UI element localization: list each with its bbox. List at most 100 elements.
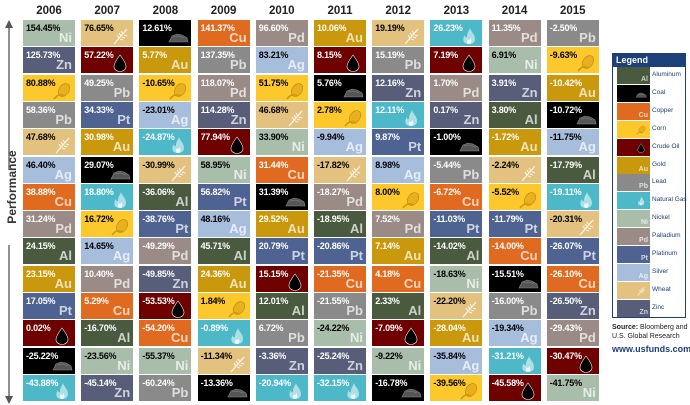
return-value: 31.44% bbox=[258, 159, 289, 170]
cell-copper: -26.10% Cu bbox=[546, 265, 599, 292]
element-symbol: Pd bbox=[346, 193, 363, 209]
cell-wheat: -20.31% bbox=[546, 211, 599, 238]
cell-nickel: -41.75% Ni bbox=[546, 374, 599, 401]
element-symbol: Ag bbox=[520, 330, 538, 346]
return-value: 8.98% bbox=[375, 159, 400, 170]
return-value: 1.84% bbox=[200, 296, 226, 306]
return-value: 30.98% bbox=[84, 132, 114, 143]
cell-nickel: -18.63% Ni bbox=[430, 265, 483, 292]
legend-swatch bbox=[617, 138, 650, 156]
return-value: -53.53% bbox=[142, 296, 175, 306]
element-symbol: Zn bbox=[463, 111, 480, 127]
element-symbol: Au bbox=[171, 57, 189, 73]
element-symbol: Al bbox=[524, 111, 538, 127]
cell-crude-oil: 7.19% bbox=[430, 47, 483, 74]
cell-platinum: -11.03% Pt bbox=[430, 211, 483, 238]
element-symbol: Au bbox=[345, 30, 363, 45]
element-symbol: Ag bbox=[54, 166, 72, 182]
legend-swatch: Pt bbox=[617, 246, 650, 263]
flame-icon bbox=[521, 355, 534, 372]
return-value: 141.37% bbox=[200, 23, 235, 33]
cell-silver: 14.65% Ag bbox=[81, 238, 134, 265]
cell-aluminum: -18.95% Al bbox=[314, 211, 366, 238]
cell-palladium: 7.52% Pd bbox=[372, 211, 425, 238]
element-symbol: Pd bbox=[404, 221, 422, 237]
return-value: 12.16% bbox=[375, 77, 405, 88]
cell-zinc: 114.28% Zn bbox=[197, 101, 250, 128]
element-symbol: Pb bbox=[346, 303, 363, 318]
oil-drop-icon bbox=[521, 382, 534, 400]
cell-natural-gas: -43.88% bbox=[23, 374, 75, 401]
flame-icon bbox=[463, 28, 476, 44]
cell-coal: 12.61% bbox=[139, 20, 192, 46]
return-value: 26.23% bbox=[433, 23, 463, 33]
website-link[interactable]: www.usfunds.com bbox=[612, 344, 690, 354]
corn-icon bbox=[344, 110, 362, 127]
cell-gold: -28.04% Au bbox=[430, 320, 483, 347]
legend-swatch bbox=[617, 192, 650, 210]
wheat-icon bbox=[637, 286, 646, 296]
return-value: -14.02% bbox=[433, 241, 466, 252]
return-value: 12.11% bbox=[375, 104, 405, 115]
legend-label: Zinc bbox=[652, 303, 665, 311]
return-value: -17.79% bbox=[549, 159, 582, 170]
year-header: 2011 bbox=[327, 5, 353, 17]
wheat-icon bbox=[171, 165, 186, 181]
return-value: 48.16% bbox=[200, 214, 231, 225]
corn-icon bbox=[460, 383, 478, 400]
legend-swatch bbox=[617, 84, 650, 102]
legend-item-wheat: Wheat bbox=[617, 281, 683, 299]
legend-swatch: Cu bbox=[617, 102, 650, 120]
legend-swatch bbox=[617, 281, 650, 299]
element-symbol: Pb bbox=[229, 57, 247, 73]
element-symbol: Pb bbox=[639, 183, 648, 191]
element-symbol: Au bbox=[54, 275, 72, 291]
cell-corn: -5.52% bbox=[488, 183, 541, 210]
return-value: 3.91% bbox=[491, 77, 517, 88]
legend-item-lead: Pb Lead bbox=[617, 174, 683, 192]
element-symbol: Pd bbox=[639, 237, 648, 245]
cell-wheat: -17.82% bbox=[314, 156, 366, 183]
element-symbol: Zn bbox=[172, 275, 189, 291]
year-header: 2009 bbox=[210, 5, 237, 17]
coal-icon bbox=[401, 388, 422, 398]
element-symbol: Zn bbox=[347, 357, 363, 373]
cell-platinum: 56.82% Pt bbox=[197, 183, 250, 210]
return-value: 17.05% bbox=[26, 296, 56, 306]
element-symbol: Ni bbox=[233, 166, 247, 182]
return-value: -2.50% bbox=[549, 23, 578, 33]
element-symbol: Ni bbox=[59, 30, 72, 45]
source-note: Source: Bloomberg and U.S. Global Resear… bbox=[612, 323, 690, 341]
return-value: 24.15% bbox=[26, 241, 56, 252]
element-symbol: Pd bbox=[288, 30, 305, 45]
cell-aluminum: -16.70% Al bbox=[81, 320, 134, 347]
return-value: -25.24% bbox=[317, 350, 350, 361]
cell-gold: 5.77% Au bbox=[139, 47, 192, 74]
coal-icon bbox=[459, 142, 480, 152]
return-value: 12.01% bbox=[258, 296, 289, 306]
cell-copper: 141.37% Cu bbox=[197, 20, 250, 46]
return-value: -11.75% bbox=[549, 132, 582, 143]
oil-drop-icon bbox=[172, 300, 185, 318]
performance-arrow-icon bbox=[5, 20, 13, 404]
return-value: -11.79% bbox=[491, 214, 524, 225]
legend-swatch: Pd bbox=[617, 228, 650, 246]
return-value: 5.77% bbox=[142, 50, 167, 61]
year-header: 2013 bbox=[443, 5, 470, 17]
year-header: 2010 bbox=[269, 5, 295, 17]
return-value: -18.63% bbox=[433, 268, 466, 279]
return-value: 7.19% bbox=[433, 50, 458, 61]
return-value: 4.18% bbox=[375, 268, 400, 279]
cell-wheat: 76.65% bbox=[81, 20, 134, 46]
year-header: 2006 bbox=[36, 5, 62, 17]
return-value: 2.33% bbox=[375, 296, 400, 306]
coal-icon bbox=[52, 361, 73, 370]
return-value: -26.50% bbox=[549, 296, 582, 306]
cell-coal: 31.39% bbox=[255, 183, 308, 210]
return-value: 31.39% bbox=[258, 186, 289, 197]
cell-corn: 8.00% bbox=[372, 183, 425, 210]
legend-label: Coal bbox=[652, 88, 666, 96]
cell-crude-oil: 0.02% bbox=[23, 320, 75, 347]
return-value: 34.33% bbox=[84, 104, 114, 115]
cell-natural-gas: 12.11% bbox=[372, 101, 425, 128]
